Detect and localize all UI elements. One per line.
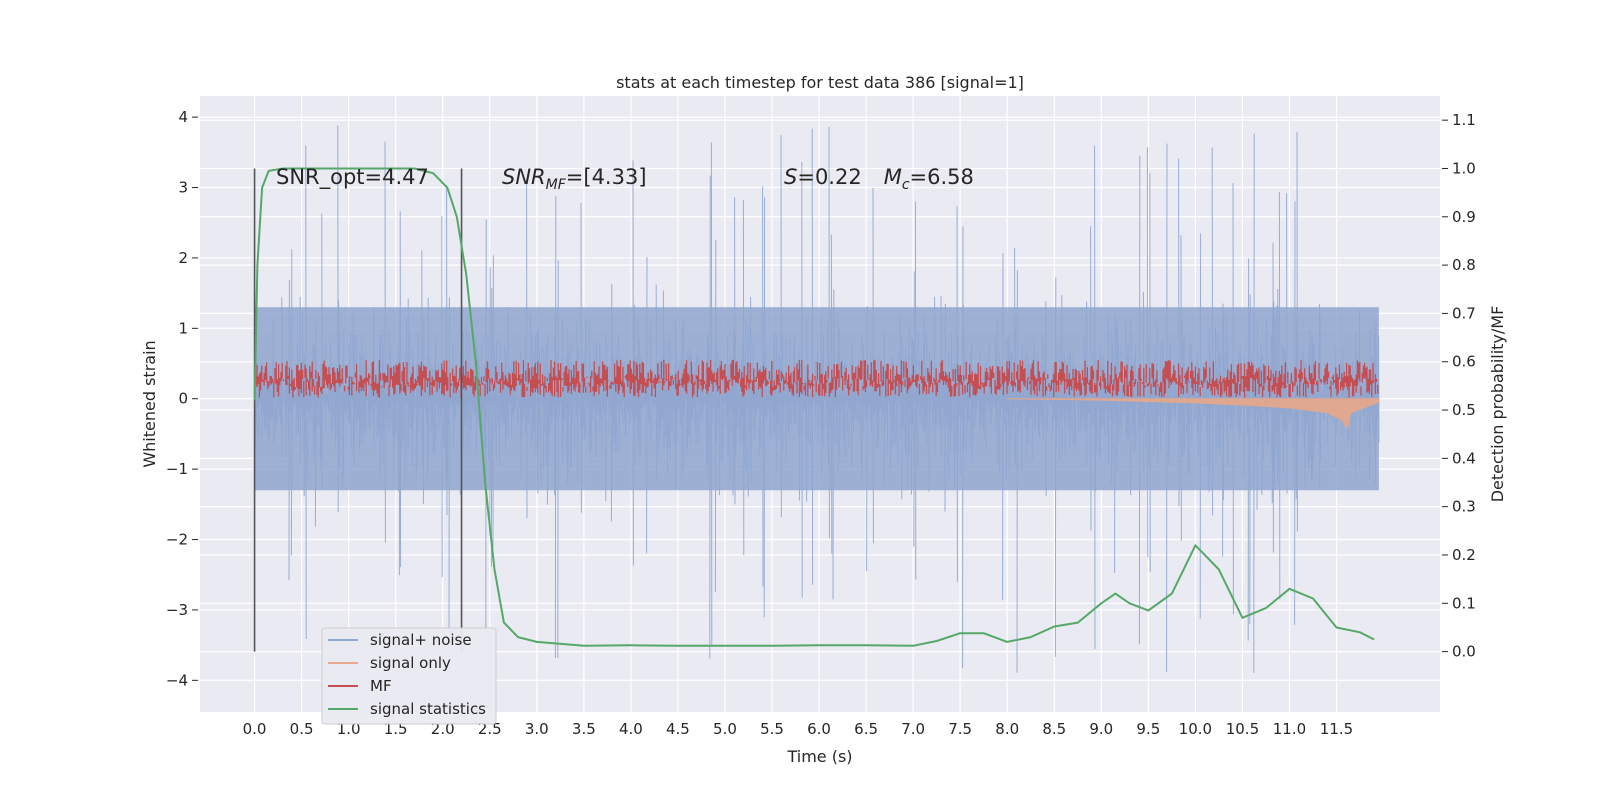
x-tick-label: 0.0 xyxy=(243,720,267,738)
x-axis-label: Time (s) xyxy=(786,747,852,766)
legend-label-mf: MF xyxy=(370,677,392,695)
y2-tick-label: 0.3 xyxy=(1452,498,1476,516)
x-tick-label: 10.5 xyxy=(1226,720,1259,738)
legend-label-signal-noise: signal+ noise xyxy=(370,631,472,649)
s-symbol: S xyxy=(784,165,797,189)
annotation-snr-opt: SNR_opt=4.47 xyxy=(276,165,429,190)
legend: signal+ noise signal only MF signal stat… xyxy=(321,627,497,725)
mc-subscript: c xyxy=(902,177,910,193)
snr-mf-symbol: SNR xyxy=(502,165,546,189)
snr-mf-value: =[4.33] xyxy=(566,165,647,189)
y-tick-label: 3 xyxy=(178,179,188,197)
y2-tick-label: 1.1 xyxy=(1452,111,1476,129)
x-tick-label: 7.5 xyxy=(948,720,972,738)
y2-tick-label: 0.2 xyxy=(1452,546,1476,564)
x-tick-label: 11.5 xyxy=(1320,720,1353,738)
ticks: 0.0 0.5 1.0 1.5 2.0 2.5 3.0 3.5 4.0 4.5 5.0 5.5 6.0 6… xyxy=(166,108,1476,738)
x-tick-label: 9.5 xyxy=(1136,720,1160,738)
x-tick-label: 3.5 xyxy=(572,720,596,738)
y-tick-label: 2 xyxy=(178,249,188,267)
x-tick-label: 8.5 xyxy=(1042,720,1066,738)
y2-tick-label: 0.6 xyxy=(1452,353,1476,371)
y2-axis-label: Detection probability/MF xyxy=(1488,306,1507,503)
y2-tick-label: 0.0 xyxy=(1452,643,1476,661)
y-tick-label: 4 xyxy=(178,108,188,126)
legend-label-signal-statistics: signal statistics xyxy=(370,700,486,718)
x-tick-label: 5.0 xyxy=(713,720,737,738)
x-tick-label: 10.0 xyxy=(1179,720,1212,738)
y-axis-label: Whitened strain xyxy=(140,340,159,467)
y-tick-label: −3 xyxy=(166,601,188,619)
x-tick-label: 4.5 xyxy=(666,720,690,738)
annotation-snr-mf: SNRMF=[4.33] xyxy=(502,165,647,193)
x-tick-label: 0.5 xyxy=(290,720,314,738)
legend-box xyxy=(321,627,497,725)
x-tick-label: 7.0 xyxy=(901,720,925,738)
snr-mf-subscript: MF xyxy=(546,177,567,193)
x-tick-label: 11.0 xyxy=(1273,720,1306,738)
x-tick-label: 4.0 xyxy=(619,720,643,738)
y2-tick-label: 0.8 xyxy=(1452,256,1476,274)
series-signal-statistics xyxy=(253,167,1375,647)
signal-only-trace xyxy=(1005,398,1380,430)
chart-title: stats at each timestep for test data 386… xyxy=(616,73,1024,92)
y2-tick-label: 1.0 xyxy=(1452,159,1476,177)
series-signal-only xyxy=(1005,398,1380,430)
y2-tick-label: 0.4 xyxy=(1452,449,1476,467)
x-tick-label: 9.0 xyxy=(1089,720,1113,738)
x-tick-label: 6.0 xyxy=(807,720,831,738)
x-tick-label: 3.0 xyxy=(525,720,549,738)
y-tick-label: −2 xyxy=(166,531,188,549)
s-value: =0.22 xyxy=(797,165,861,189)
y2-tick-label: 0.7 xyxy=(1452,304,1476,322)
y-tick-label: −4 xyxy=(166,671,188,689)
mc-value: =6.58 xyxy=(910,165,974,189)
y-tick-label: −1 xyxy=(166,460,188,478)
y2-tick-label: 0.1 xyxy=(1452,594,1476,612)
annotation-s-mc: S=0.22 Mc=6.58 xyxy=(784,165,974,193)
y-tick-label: 1 xyxy=(178,319,188,337)
mc-symbol: M xyxy=(884,165,902,189)
signal-statistics-trace xyxy=(253,167,1375,647)
x-tick-label: 6.5 xyxy=(854,720,878,738)
x-tick-label: 5.5 xyxy=(760,720,784,738)
y2-tick-label: 0.9 xyxy=(1452,208,1476,226)
legend-label-signal-only: signal only xyxy=(370,654,451,672)
x-tick-label: 8.0 xyxy=(995,720,1019,738)
y2-tick-label: 0.5 xyxy=(1452,401,1476,419)
y-tick-label: 0 xyxy=(178,390,188,408)
